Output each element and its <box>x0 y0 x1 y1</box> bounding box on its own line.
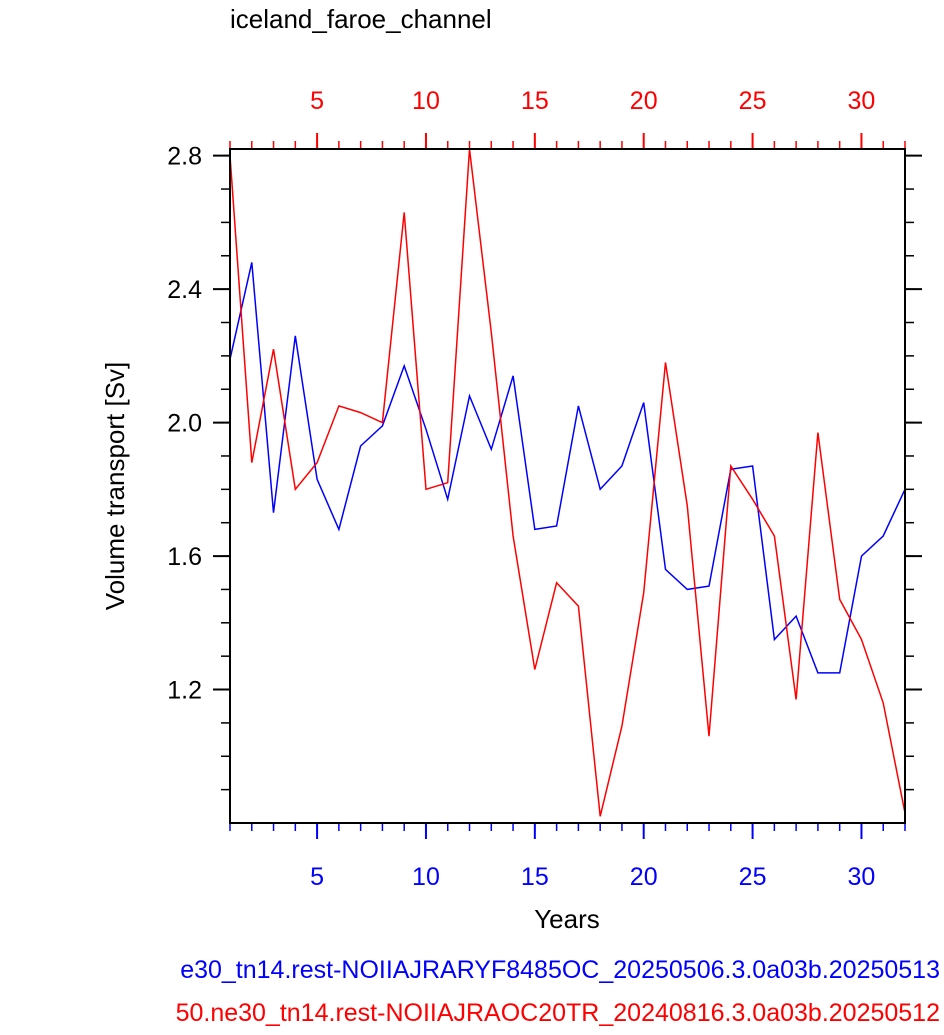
x-tick-label-bottom: 15 <box>521 863 549 891</box>
x-tick-label-top: 30 <box>848 87 876 115</box>
bottom-axis: 5 10 15 20 25 30 <box>229 823 906 891</box>
x-tick-label-bottom: 20 <box>630 863 658 891</box>
right-axis <box>905 154 922 791</box>
x-tick-label-top: 5 <box>310 87 324 115</box>
top-axis: 5 10 15 20 25 30 <box>229 87 906 149</box>
series-line-2 <box>229 148 906 817</box>
x-tick-label-bottom: 10 <box>412 863 440 891</box>
y-tick-label: 2.8 <box>167 143 202 171</box>
legend-series-1: e30_tn14.rest-NOIIAJRARYF8485OC_20250506… <box>180 956 940 984</box>
series-line-1 <box>229 262 906 674</box>
series-layer <box>229 148 906 817</box>
y-tick-label: 2.4 <box>167 276 202 304</box>
y-tick-label: 1.2 <box>167 677 202 705</box>
x-tick-label-top: 15 <box>521 87 549 115</box>
x-axis-label: Years <box>534 904 600 934</box>
x-tick-label-bottom: 5 <box>310 863 324 891</box>
y-tick-label: 2.0 <box>167 410 202 438</box>
chart-title: iceland_faroe_channel <box>230 4 492 34</box>
x-tick-label-bottom: 30 <box>848 863 876 891</box>
y-tick-label: 1.6 <box>167 543 202 571</box>
y-axis-label: Volume transport [Sv] <box>100 362 130 611</box>
x-tick-label-bottom: 25 <box>739 863 767 891</box>
left-axis: 1.2 1.6 2.0 2.4 2.8 <box>167 143 230 791</box>
x-tick-label-top: 10 <box>412 87 440 115</box>
legend-series-2: 50.ne30_tn14.rest-NOIIAJRAOC20TR_2024081… <box>176 999 940 1027</box>
plot-frame <box>229 148 906 824</box>
x-tick-label-top: 20 <box>630 87 658 115</box>
x-tick-label-top: 25 <box>739 87 767 115</box>
